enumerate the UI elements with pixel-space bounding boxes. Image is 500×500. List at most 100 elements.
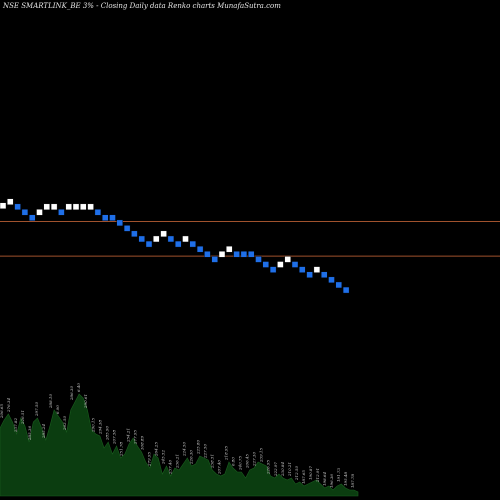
volume-label-28: 225.80 [196, 440, 201, 455]
volume-label-29: 227.50 [203, 444, 208, 459]
renko-brick-40 [291, 261, 299, 268]
volume-label-21: 279.95 [146, 452, 151, 467]
renko-brick-2 [14, 203, 21, 211]
renko-brick-47 [342, 286, 350, 294]
renko-brick-17 [123, 225, 131, 232]
renko-brick-30 [218, 251, 226, 258]
volume-label-40: 230.84 [280, 462, 285, 477]
volume-label-43: 187.65 [301, 470, 306, 484]
volume-label-49: 195.48 [343, 472, 348, 486]
volume-label-12: 290.61 [83, 394, 88, 409]
volume-label-30: 238.51 [210, 454, 215, 469]
volume-label-25: 236.21 [174, 454, 179, 469]
volume-label-35: 206.45 [245, 454, 250, 469]
renko-brick-25 [182, 235, 189, 243]
renko-brick-41 [299, 266, 306, 273]
renko-brick-36 [262, 261, 269, 268]
renko-brick-10 [72, 203, 80, 211]
volume-label-44: 190.87 [308, 466, 313, 480]
volume-label-6: 285.24 [41, 424, 46, 439]
renko-brick-27 [196, 245, 204, 253]
volume-label-42: 212.50 [294, 466, 299, 481]
renko-brick-14 [101, 214, 109, 221]
volume-label-15: 285.90 [104, 426, 109, 441]
renko-brick-31 [226, 245, 233, 253]
volume-label-5: 297.50 [34, 402, 39, 417]
renko-brick-23 [167, 235, 175, 243]
renko-brick-8 [58, 209, 65, 216]
renko-brick-16 [116, 219, 124, 227]
renko-brick-46 [335, 281, 342, 289]
volume-label-4: 285.36 [27, 426, 32, 441]
renko-brick-11 [80, 203, 87, 211]
volume-label-0: 206.65 [0, 404, 4, 419]
renko-brick-1 [7, 198, 14, 205]
volume-label-1: 276.34 [6, 398, 11, 413]
volume-label-19: 277.95 [132, 430, 137, 445]
volume-label-10: 286.30 [69, 386, 74, 401]
volume-label-47: 196.36 [329, 474, 334, 488]
volume-label-32: 218.95 [224, 446, 229, 461]
volume-label-9: 263.50 [62, 416, 67, 431]
volume-label-23: 245.52 [160, 450, 165, 465]
volume-label-16: 207.58 [111, 430, 116, 445]
volume-area [0, 393, 359, 497]
volume-label-38: 226.95 [266, 460, 271, 475]
volume-label-13: 290.15 [90, 418, 95, 433]
volume-label-7: 288.10 [48, 394, 53, 409]
renko-brick-13 [94, 209, 102, 216]
volume-label-39: 222.97 [273, 462, 278, 477]
renko-brick-35 [255, 256, 262, 263]
renko-brick-44 [321, 271, 328, 278]
volume-label-26: 224.50 [182, 442, 187, 457]
renko-brick-45 [328, 276, 335, 284]
renko-brick-24 [174, 240, 182, 248]
volume-label-17: 251.78 [118, 442, 123, 457]
chart-title: NSE SMARTLINK_BE 3% - Closing Daily data… [2, 2, 281, 10]
renko-brick-26 [189, 240, 197, 248]
volume-label-48: 191.73 [336, 468, 341, 482]
volume-label-34: 240.75 [238, 456, 243, 471]
renko-brick-9 [65, 203, 72, 211]
volume-label-37: 239.15 [259, 448, 264, 463]
renko-brick-3 [21, 209, 29, 216]
renko-brick-32 [233, 251, 240, 258]
renko-brick-38 [277, 261, 284, 268]
volume-fill [0, 393, 359, 497]
renko-brick-22 [160, 230, 167, 238]
renko-brick-28 [204, 251, 211, 258]
volume-label-2: 237.82 [13, 418, 18, 433]
volume-label-41: 210.21 [287, 462, 292, 477]
renko-brick-29 [211, 256, 218, 263]
renko-brick-33 [240, 251, 248, 258]
renko-brick-6 [43, 203, 50, 211]
renko-brick-39 [284, 256, 291, 263]
renko-brick-12 [87, 203, 94, 211]
renko-brick-34 [247, 251, 255, 258]
renko-brick-19 [138, 235, 145, 243]
volume-label-50: 187.78 [350, 474, 355, 488]
renko-brick-21 [153, 235, 160, 243]
volume-label-33: 6.80 [231, 457, 236, 466]
volume-label-22: 264.25 [153, 442, 158, 457]
renko-brick-7 [50, 203, 58, 211]
volume-label-45: 212.91 [315, 468, 320, 483]
volume-label-3: 226.51 [20, 410, 25, 425]
volume-label-11: 6.40 [76, 383, 81, 392]
renko-brick-20 [145, 240, 153, 248]
renko-brick-18 [131, 230, 138, 238]
volume-label-36: 227.30 [252, 452, 257, 467]
volume-label-27: 226.30 [189, 450, 194, 465]
renko-bricks [0, 198, 350, 294]
volume-label-20: 308.89 [139, 436, 144, 450]
renko-brick-15 [109, 214, 116, 221]
volume-label-31: 207.40 [217, 460, 222, 475]
volume-label-8: 6.90 [55, 405, 60, 414]
volume-label-14: 294.38 [97, 420, 102, 435]
volume-label-18: 254.21 [125, 428, 130, 443]
volume-label-46: 198.64 [322, 472, 327, 486]
renko-brick-5 [36, 209, 43, 216]
renko-brick-0 [0, 202, 7, 209]
